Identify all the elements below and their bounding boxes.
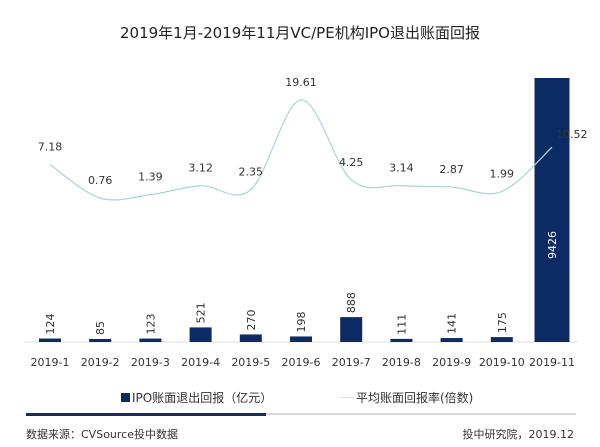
bar-value-label: 198: [295, 311, 308, 332]
line-value-label: 3.12: [188, 162, 213, 175]
bar: [139, 338, 162, 342]
bar: [390, 338, 413, 342]
line-value-label: 1.99: [490, 168, 515, 181]
bar: [440, 338, 463, 342]
x-tick-label: 2019-2: [81, 356, 120, 369]
legend-swatch-bar: [121, 393, 130, 402]
line-value-label: 1.39: [138, 171, 163, 184]
legend-swatch-line: [340, 397, 354, 398]
bar: [290, 336, 312, 342]
x-tick-label: 2019-9: [432, 356, 471, 369]
bar-value-label: 175: [496, 312, 509, 333]
x-tick-label: 2019-5: [231, 356, 270, 369]
x-tick-label: 2019-10: [479, 356, 525, 369]
chart-title: 2019年1月-2019年11月VC/PE机构IPO退出账面回报: [120, 24, 480, 42]
bar-value-label: 9426: [546, 231, 559, 259]
x-tick-label: 2019-6: [282, 356, 321, 369]
legend-item-line: 平均账面回报率(倍数): [340, 389, 473, 406]
bar: [340, 317, 363, 342]
line-value-label: 4.25: [339, 156, 364, 169]
source-note: 数据来源：CVSource投中数据: [26, 428, 178, 441]
bar-value-label: 270: [245, 309, 258, 330]
line-value-label: 3.14: [389, 162, 414, 175]
line-value-label: 19.61: [285, 76, 317, 89]
x-tick-label: 2019-1: [31, 356, 70, 369]
bar: [239, 334, 262, 342]
bar: [534, 78, 570, 342]
x-tick-label: 2019-7: [332, 356, 371, 369]
line-value-label: 10.52: [556, 128, 588, 141]
line-value-label: 7.18: [38, 141, 63, 154]
line-value-label: 0.76: [88, 174, 113, 187]
x-tick-label: 2019-8: [382, 356, 421, 369]
bar: [89, 339, 112, 342]
bar-value-label: 124: [44, 314, 57, 335]
x-tick-label: 2019-4: [181, 356, 220, 369]
bar-value-label: 85: [94, 321, 107, 335]
x-tick-label: 2019-11: [529, 356, 575, 369]
bar: [490, 337, 513, 342]
bar-value-label: 888: [345, 292, 358, 313]
line-series: [49, 99, 553, 201]
line-value-label: 2.87: [439, 163, 464, 176]
credit-note: 投中研究院，2019.12: [462, 428, 575, 441]
bar-value-label: 123: [144, 314, 157, 335]
divider-dark: [26, 413, 266, 416]
x-tick-label: 2019-3: [131, 356, 170, 369]
line-value-label: 2.35: [239, 166, 264, 179]
divider-light: [266, 413, 576, 415]
legend-label-bar: IPO账面退出回报（亿元）: [132, 391, 273, 405]
bar-value-label: 111: [395, 314, 408, 335]
bar: [39, 338, 61, 342]
legend-item-bar: IPO账面退出回报（亿元）: [121, 389, 272, 406]
bar-value-label: 521: [195, 302, 208, 323]
legend-label-line: 平均账面回报率(倍数): [356, 391, 474, 405]
bar: [189, 327, 212, 342]
bar-value-label: 141: [446, 313, 459, 334]
